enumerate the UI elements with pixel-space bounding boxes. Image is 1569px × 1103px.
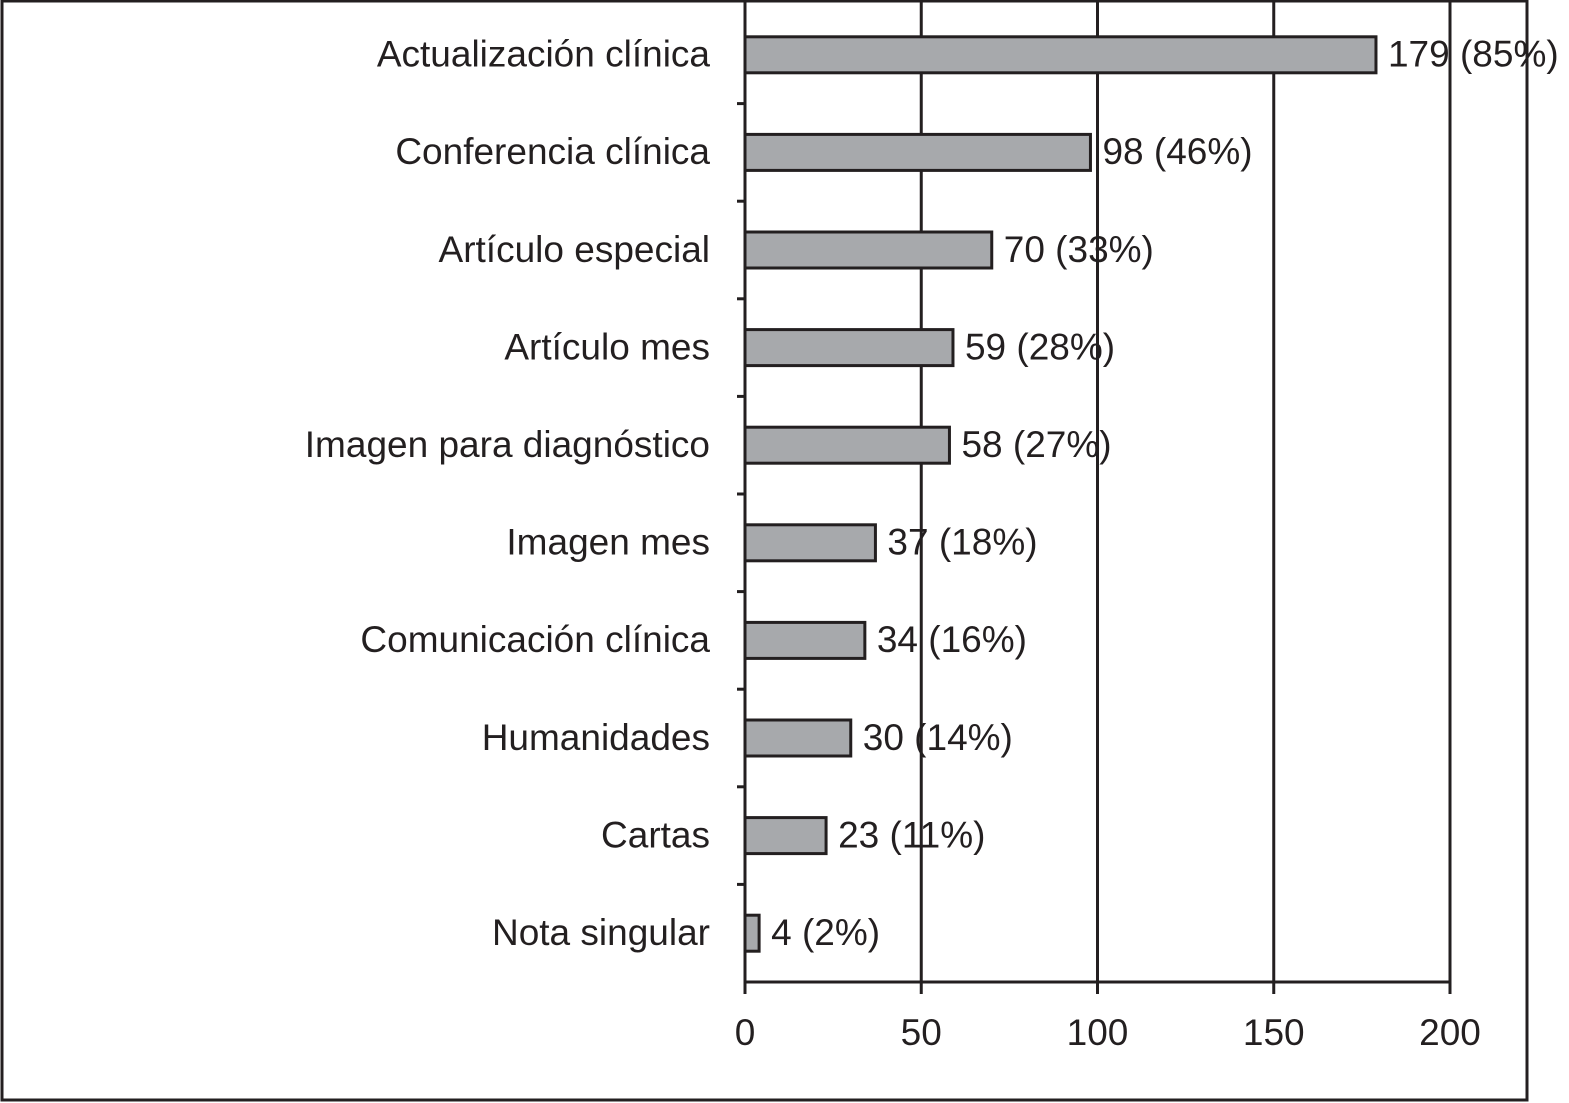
- x-tick-label: 150: [1243, 1012, 1305, 1053]
- bar: [743, 425, 951, 465]
- y-tick-label: Nota singular: [492, 912, 710, 953]
- value-label: 58 (27%): [961, 424, 1111, 465]
- y-tick-label: Imagen para diagnóstico: [305, 424, 710, 465]
- y-tick-label: Imagen mes: [506, 522, 710, 563]
- bar: [743, 523, 877, 563]
- bar: [743, 718, 853, 758]
- bar: [743, 230, 994, 270]
- bar: [743, 913, 761, 953]
- bar: [743, 132, 1092, 172]
- y-tick-label: Artículo especial: [439, 229, 710, 270]
- value-label: 179 (85%): [1388, 34, 1559, 75]
- x-tick-label: 200: [1419, 1012, 1481, 1053]
- y-tick-label: Actualización clínica: [377, 34, 711, 75]
- value-label: 70 (33%): [1004, 229, 1154, 270]
- bar: [743, 35, 1378, 75]
- bar: [743, 328, 955, 368]
- y-tick-label: Conferencia clínica: [395, 131, 710, 172]
- value-label: 37 (18%): [887, 522, 1037, 563]
- bar: [743, 816, 828, 856]
- frame: [0, 0, 1529, 1102]
- value-label: 23 (11%): [838, 814, 985, 855]
- x-tick-label: 100: [1067, 1012, 1129, 1053]
- x-tick-label: 0: [735, 1012, 756, 1053]
- value-label: 98 (46%): [1102, 131, 1252, 172]
- y-tick-label: Cartas: [601, 814, 710, 855]
- bar: [743, 620, 867, 660]
- y-tick-label: Artículo mes: [504, 326, 710, 367]
- value-label: 59 (28%): [965, 326, 1115, 367]
- y-tick-label: Humanidades: [482, 717, 710, 758]
- x-tick-label: 50: [901, 1012, 942, 1053]
- y-tick-label: Comunicación clínica: [360, 619, 710, 660]
- value-label: 4 (2%): [771, 912, 880, 953]
- value-label: 30 (14%): [863, 717, 1013, 758]
- value-label: 34 (16%): [877, 619, 1027, 660]
